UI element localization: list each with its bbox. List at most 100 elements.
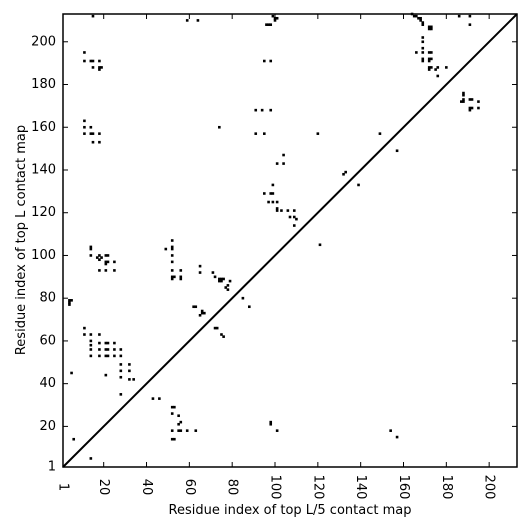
contact-point [89, 343, 93, 347]
contact-point [106, 254, 110, 257]
contact-point [89, 245, 93, 249]
contact-point [170, 275, 174, 279]
x-tick-label: 80 [225, 479, 240, 496]
contact-point [98, 68, 101, 71]
contact-point [269, 108, 273, 112]
contact-point [265, 23, 268, 26]
contact-point [421, 36, 425, 39]
contact-point [275, 209, 279, 212]
contact-point [177, 414, 180, 418]
contact-point [104, 354, 108, 358]
contact-point [419, 16, 422, 20]
contact-point [273, 19, 277, 22]
contact-point [292, 215, 296, 219]
contact-point [113, 354, 116, 358]
contact-point [286, 209, 290, 212]
contact-point [267, 200, 270, 204]
contact-point [421, 57, 425, 61]
contact-point [70, 371, 73, 375]
contact-point [430, 66, 433, 69]
contact-point [271, 200, 275, 204]
y-tick-label: 180 [31, 77, 56, 92]
contact-point [269, 192, 273, 195]
contact-point [460, 100, 463, 103]
contact-points [68, 12, 480, 460]
contact-point [415, 51, 418, 54]
contact-point [113, 348, 116, 351]
contact-point [98, 258, 101, 262]
contact-point [119, 348, 123, 351]
contact-point [98, 254, 101, 257]
contact-point [177, 429, 180, 432]
contact-point [220, 333, 223, 336]
contact-point [275, 200, 279, 204]
contact-point [263, 132, 266, 135]
contact-point [196, 19, 200, 22]
contact-point [68, 301, 71, 304]
contact-point [468, 14, 472, 18]
contact-point [275, 162, 279, 165]
contact-point [445, 66, 448, 69]
contact-point [170, 405, 174, 409]
contact-point [89, 59, 93, 63]
contact-point [436, 74, 440, 78]
contact-point [430, 25, 433, 29]
contact-point [200, 311, 204, 315]
contact-point [170, 269, 174, 272]
contact-point [170, 412, 174, 415]
y-tick-label: 120 [31, 205, 56, 220]
contact-point [427, 25, 431, 29]
contact-point [100, 66, 103, 69]
contact-point [119, 393, 123, 396]
contact-point [158, 397, 161, 400]
contact-point [98, 354, 101, 358]
contact-point [267, 23, 270, 26]
contact-point [275, 429, 279, 432]
contact-point [412, 14, 416, 18]
contact-point [170, 245, 174, 249]
contact-point [170, 437, 174, 441]
contact-point [288, 215, 292, 219]
x-tick-label: 100 [268, 475, 283, 500]
y-tick-label: 60 [39, 333, 56, 348]
contact-point [477, 106, 480, 110]
contact-point [378, 132, 382, 135]
contact-point [89, 348, 93, 351]
contact-point [132, 378, 135, 381]
contact-point [254, 108, 258, 112]
contact-point [389, 429, 392, 432]
contact-point [427, 51, 431, 54]
contact-point [128, 378, 131, 381]
contact-point [468, 106, 472, 110]
contact-point [98, 66, 101, 69]
contact-point [357, 183, 360, 187]
contact-point [106, 348, 110, 351]
contact-point [292, 209, 296, 212]
y-tick-label: 20 [39, 419, 56, 434]
contact-point [295, 217, 298, 221]
contact-point [462, 93, 465, 97]
contact-point [173, 437, 176, 441]
contact-point [98, 348, 101, 351]
contact-point [194, 305, 198, 309]
x-axis-ticks: 1 20 40 60 80 100 120 140 160 180 200 [56, 14, 497, 499]
contact-point [316, 132, 320, 135]
contact-point [119, 363, 123, 366]
contact-point [89, 333, 93, 336]
contact-point [222, 277, 225, 281]
contact-point [173, 405, 176, 409]
contact-point [282, 162, 285, 165]
contact-point [421, 51, 425, 54]
contact-point [342, 172, 345, 176]
contact-point [113, 341, 116, 345]
contact-point [170, 239, 174, 242]
contact-point [430, 57, 433, 61]
contact-point [83, 119, 86, 123]
contact-point [269, 23, 273, 26]
contact-point [248, 305, 251, 309]
contact-point [213, 326, 217, 330]
contact-point [89, 125, 93, 129]
y-tick-label: 1 [48, 460, 56, 475]
contact-point [170, 277, 174, 281]
contact-point [98, 269, 101, 272]
